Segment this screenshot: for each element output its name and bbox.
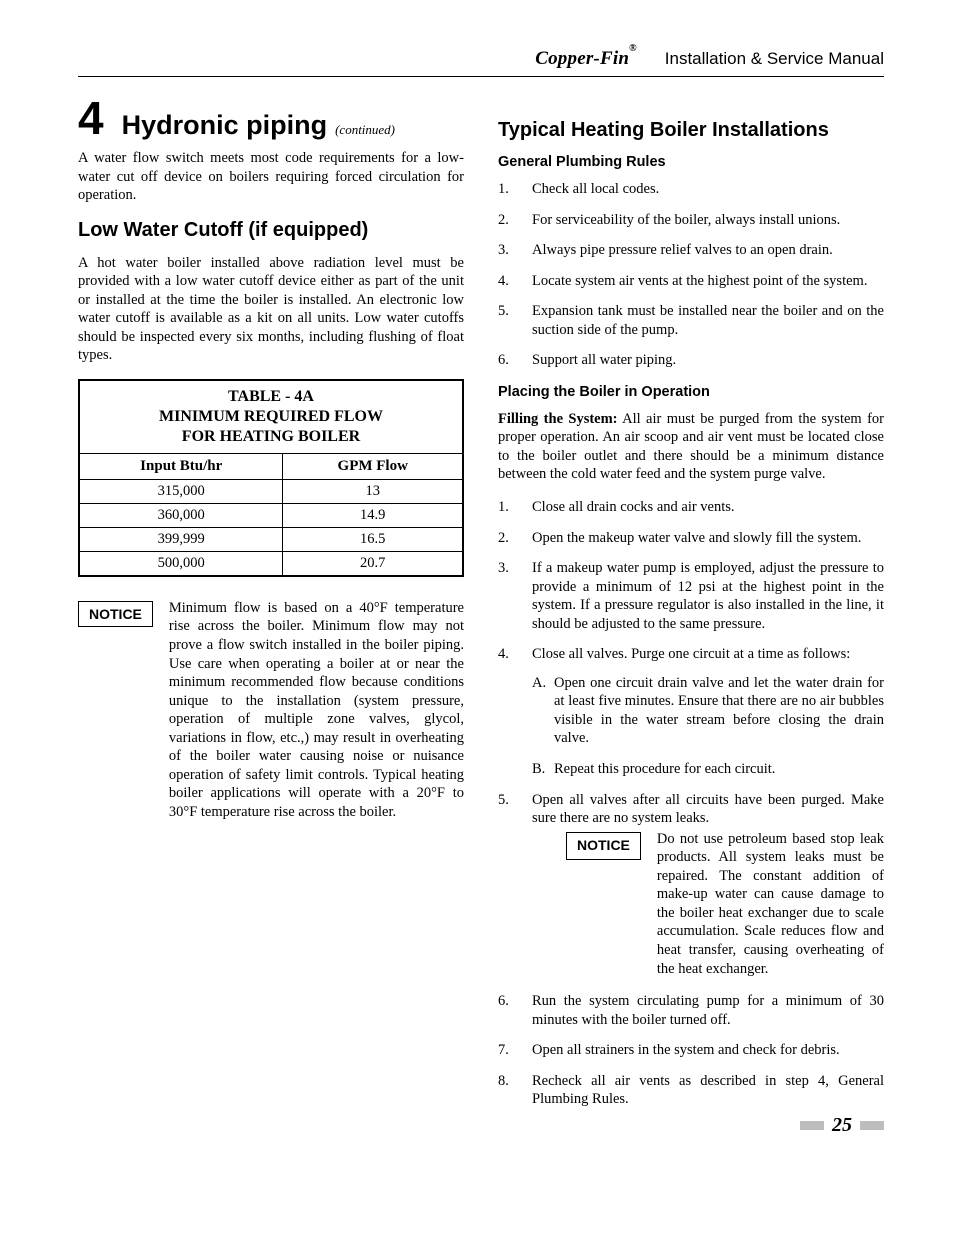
table-4a: TABLE - 4A MINIMUM REQUIRED FLOW FOR HEA… [78,379,464,577]
brand-text: Copper-Fin [535,48,629,69]
page-number: 25 [832,1114,852,1137]
placing-subhead: Placing the Boiler in Operation [498,384,884,400]
right-column: Typical Heating Boiler Installations Gen… [498,95,884,1123]
step4-intro: Close all valves. Purge one circuit at a… [532,646,850,662]
sub-label: B. [532,760,545,779]
filling-label: Filling the System: [498,411,618,427]
table-row: 500,000 20.7 [79,551,463,576]
table-title-l1: TABLE - 4A [228,388,314,405]
notice-block-left: NOTICE Minimum flow is based on a 40°F t… [78,599,464,822]
step4-sublist: A. Open one circuit drain valve and let … [532,674,884,779]
table-title-l2: MINIMUM REQUIRED FLOW [159,408,383,425]
table-col1: Input Btu/hr [79,453,283,479]
typical-heading: Typical Heating Boiler Installations [498,119,884,142]
notice-text: Minimum flow is based on a 40°F temperat… [169,599,464,822]
step5-text: Open all valves after all circuits have … [532,792,884,827]
table-row: 360,000 14.9 [79,503,463,527]
sub-item: A. Open one circuit drain valve and let … [532,674,884,748]
list-item: Support all water piping. [498,351,884,370]
footer-bar-icon [800,1121,824,1130]
brand: Copper-Fin® [535,48,637,70]
list-item: Open all strainers in the system and che… [498,1041,884,1060]
lwc-heading: Low Water Cutoff (if equipped) [78,219,464,242]
lwc-paragraph: A hot water boiler installed above radia… [78,254,464,365]
sub-text: Open one circuit drain valve and let the… [554,675,884,747]
sub-text: Repeat this procedure for each circuit. [554,761,775,777]
table-row: 399,999 16.5 [79,527,463,551]
btu-cell: 315,000 [79,479,283,503]
gpm-cell: 16.5 [283,527,463,551]
table-row: 315,000 13 [79,479,463,503]
page-footer: 25 [800,1114,884,1137]
operation-steps: Close all drain cocks and air vents. Ope… [498,498,884,1109]
list-item: Run the system circulating pump for a mi… [498,992,884,1029]
left-column: 4 Hydronic piping (continued) A water fl… [78,95,464,1123]
table-title-l3: FOR HEATING BOILER [182,428,360,445]
notice-label: NOTICE [566,832,641,860]
list-item: Open all valves after all circuits have … [498,791,884,978]
list-item: Close all valves. Purge one circuit at a… [498,645,884,778]
sub-label: A. [532,674,546,693]
list-item: For serviceability of the boiler, always… [498,211,884,230]
brand-mark: ® [629,43,637,54]
intro-paragraph: A water flow switch meets most code requ… [78,149,464,205]
doc-title: Installation & Service Manual [665,49,884,69]
list-item: If a makeup water pump is employed, adju… [498,559,884,633]
gpm-cell: 13 [283,479,463,503]
footer-bar-icon [860,1121,884,1130]
notice-text: Do not use petroleum based stop leak pro… [657,830,884,978]
sub-item: B. Repeat this procedure for each circui… [532,760,884,779]
gpm-cell: 14.9 [283,503,463,527]
chapter-heading: 4 Hydronic piping (continued) [78,95,464,141]
list-item: Recheck all air vents as described in st… [498,1072,884,1109]
table-col2: GPM Flow [283,453,463,479]
gpm-cell: 20.7 [283,551,463,576]
general-subhead: General Plumbing Rules [498,154,884,170]
list-item: Locate system air vents at the highest p… [498,272,884,291]
chapter-number: 4 [78,95,104,141]
header-bar: Copper-Fin® Installation & Service Manua… [78,48,884,77]
btu-cell: 399,999 [79,527,283,551]
filling-paragraph: Filling the System: All air must be purg… [498,410,884,484]
list-item: Check all local codes. [498,180,884,199]
btu-cell: 500,000 [79,551,283,576]
notice-block-right: NOTICE Do not use petroleum based stop l… [566,830,884,978]
chapter-title: Hydronic piping [122,110,328,140]
list-item: Close all drain cocks and air vents. [498,498,884,517]
general-rules-list: Check all local codes. For serviceabilit… [498,180,884,370]
table-title: TABLE - 4A MINIMUM REQUIRED FLOW FOR HEA… [79,380,463,454]
notice-label: NOTICE [78,601,153,627]
list-item: Open the makeup water valve and slowly f… [498,529,884,548]
btu-cell: 360,000 [79,503,283,527]
chapter-continued: (continued) [335,122,395,137]
list-item: Expansion tank must be installed near th… [498,302,884,339]
list-item: Always pipe pressure relief valves to an… [498,241,884,260]
